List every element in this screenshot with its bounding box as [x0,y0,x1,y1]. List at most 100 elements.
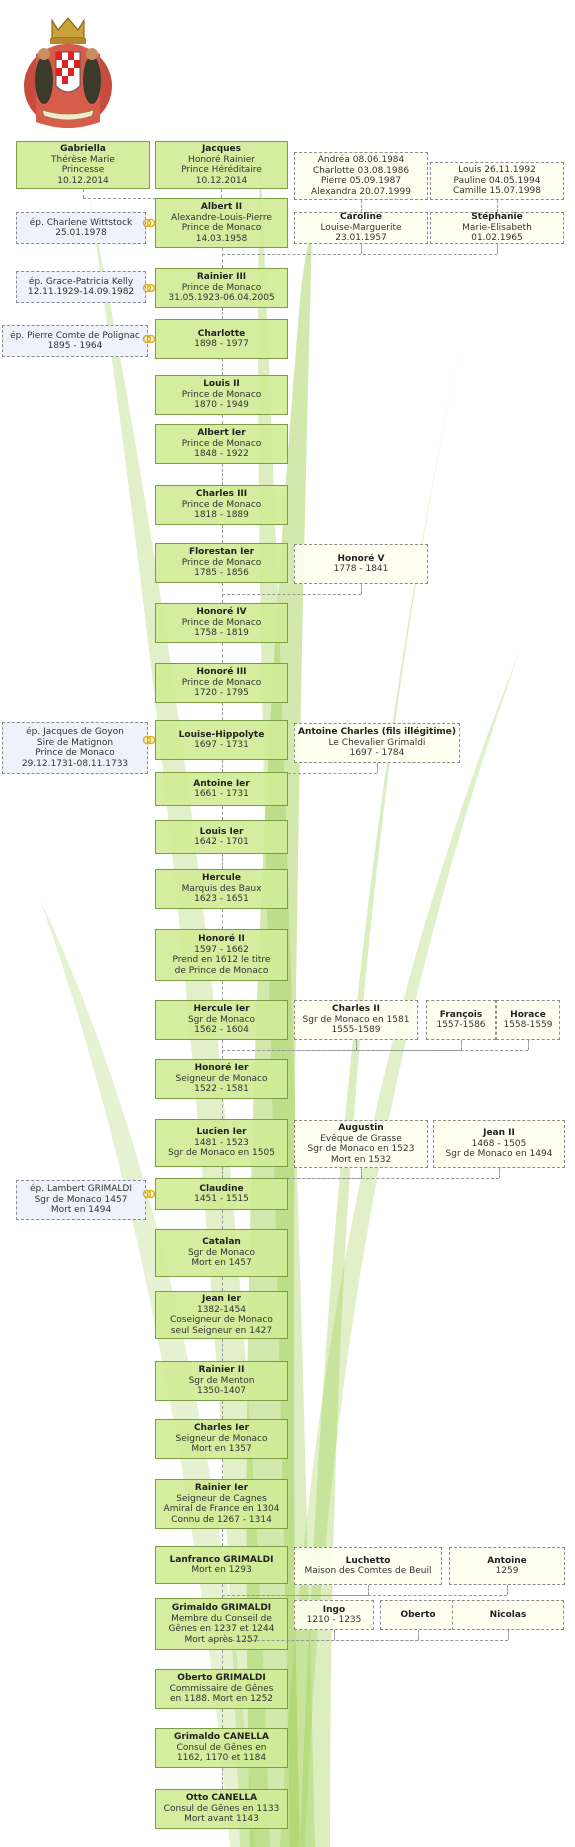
person-detail: 10.12.2014 [195,175,248,186]
spouse-box: ép. Charlene Wittstock 25.01.1978 [16,212,146,244]
person-detail: Thérèse Marie [51,154,115,165]
connector-line [356,1040,357,1050]
ancestor-box: Lanfranco GRIMALDI Mort en 1293 [155,1546,288,1584]
person-name: Rainier Ier [194,1483,249,1493]
person-detail: Sgr de Monaco en 1505 [168,1148,275,1159]
wedding-rings-icon [142,283,156,293]
ancestor-box: Louis II Prince de Monaco 1870 - 1949 [155,375,288,415]
person-detail: Evêque de Grasse [320,1133,402,1144]
connector-line [418,1630,419,1640]
person-name: Lanfranco GRIMALDI [169,1554,274,1565]
connector-line [221,525,223,543]
person-name: Honoré Ier [194,1063,249,1074]
person-detail: 31.05.1923-06.04.2005 [168,293,275,304]
person-name: Gabriella [60,144,106,154]
person-detail: ép. Charlene Wittstock [29,217,133,228]
person-detail: Sgr de Menton [188,1375,255,1386]
ancestor-box: Claudine 1451 - 1515 [155,1178,288,1210]
person-detail: 1382-1454 [196,1304,247,1315]
person-detail: ép. Pierre Comte de Polignac [10,330,140,341]
person-detail: Sgr de Monaco 1457 [34,1194,128,1205]
person-detail: Gênes en 1237 et 1244 [168,1624,275,1634]
connector-line [221,248,223,268]
person-detail: Mort en 1293 [191,1565,252,1575]
person-name: Louis Ier [199,826,244,837]
person-name: Charles II [332,1004,380,1015]
leaf-blade [280,650,520,1847]
person-detail: Sgr de Monaco [187,1247,256,1258]
person-detail: 1562 - 1604 [194,1025,249,1036]
connector-line [368,1585,369,1595]
person-detail: Prince de Monaco [181,617,262,628]
person-name: Jean II [483,1128,515,1139]
person-detail: Marquis des Baux [181,883,262,894]
person-name: Caroline [340,212,382,223]
ancestor-box: Grimaldo GRIMALDI Membre du Conseil de Gên… [155,1598,288,1650]
connector-line [221,806,223,820]
person-detail: 1210 - 1235 [306,1615,362,1625]
person-detail: 1557-1586 [436,1020,486,1030]
connector-line [497,244,498,254]
connector-line [221,1040,223,1059]
person-name: Honoré II [198,934,245,944]
person-detail: Mort en 1357 [191,1444,252,1455]
connector-line [221,1584,223,1598]
person-detail: Prince de Monaco [181,438,262,449]
coat-of-arms [24,17,112,128]
ancestor-box: Lucien Ier 1481 - 1523 Sgr de Monaco en 15… [155,1119,288,1167]
child-box: Jacques Honoré Rainier Prince Héréditaire 1… [155,141,288,189]
connector-line [497,200,498,212]
sibling-box: Oberto [380,1600,456,1630]
connector-line [528,1040,529,1050]
person-detail: 12.11.1929-14.09.1982 [27,287,135,297]
person-name: Rainier II [198,1365,245,1376]
ancestor-box: Honoré Ier Seigneur de Monaco 1522 - 1581 [155,1059,288,1099]
person-detail: 1481 - 1523 [194,1137,249,1148]
person-detail: Prince Héréditaire [181,165,262,175]
person-detail: Prince de Monaco [181,557,262,568]
connector-line [221,1339,223,1361]
person-detail: Sgr de Monaco en 1494 [445,1149,553,1160]
person-detail: 1522 - 1581 [194,1084,249,1095]
person-name: François [439,1009,483,1020]
sibling-box: Jean II 1468 - 1505 Sgr de Monaco en 1494 [433,1120,565,1168]
person-detail: Prince de Monaco [181,677,262,688]
ancestor-box: Antoine Ier 1661 - 1731 [155,772,288,806]
ancestor-box: Albert Ier Prince de Monaco 1848 - 1922 [155,424,288,464]
person-detail: Pierre 05.09.1987 [320,176,402,186]
connector-line [221,1050,528,1051]
connector-line [221,1709,223,1728]
person-detail: 1898 - 1977 [194,339,249,349]
sibling-box: Nicolas [452,1600,564,1630]
person-detail: Consul de Gênes en [176,1742,267,1753]
connector-line [221,1595,507,1596]
person-name: Otto CANELLA [185,1793,258,1804]
person-detail: 1778 - 1841 [333,564,389,574]
person-name: Antoine Charles (fils illégitime) [297,727,457,738]
sibling-box: François 1557-1586 [426,1000,496,1040]
person-detail: Prend en 1612 le titre [172,955,271,965]
connector-line [221,583,223,603]
person-detail: Alexandre-Louis-Pierre [171,212,272,223]
connector-line [221,1167,223,1178]
spouse-box: ép. Lambert GRIMALDI Sgr de Monaco 1457 Mo… [16,1180,146,1220]
person-detail: 1642 - 1701 [194,837,249,847]
sibling-box: Stéphanie Marie-Elisabeth 01.02.1965 [430,212,564,244]
connector-line [377,763,378,773]
ancestor-box: Grimaldo CANELLA Consul de Gênes en 1162, … [155,1728,288,1768]
ancestor-box: Catalan Sgr de Monaco Mort en 1457 [155,1229,288,1277]
person-name: Oberto GRIMALDI [177,1673,266,1684]
ancestor-box: Louise-Hippolyte 1697 - 1731 [155,720,288,760]
spouse-box: ép. Grace-Patricia Kelly 12.11.1929-14.09… [16,271,146,303]
person-detail: 14.03.1958 [195,233,248,244]
person-name: Charles III [195,489,248,500]
ancestor-box: Hercule Ier Sgr de Monaco 1562 - 1604 [155,1000,288,1040]
wedding-rings-icon [142,735,156,745]
person-detail: Commissaire de Gênes [169,1683,274,1694]
person-name: Louis II [203,379,240,390]
person-name: Louise-Hippolyte [178,729,265,740]
person-detail: 1451 - 1515 [194,1194,249,1204]
person-detail: Le Chevalier Grimaldi [328,737,426,748]
person-detail: Prince de Monaco [181,223,262,233]
ancestor-box: Albert II Alexandre-Louis-Pierre Prince de… [155,198,288,248]
